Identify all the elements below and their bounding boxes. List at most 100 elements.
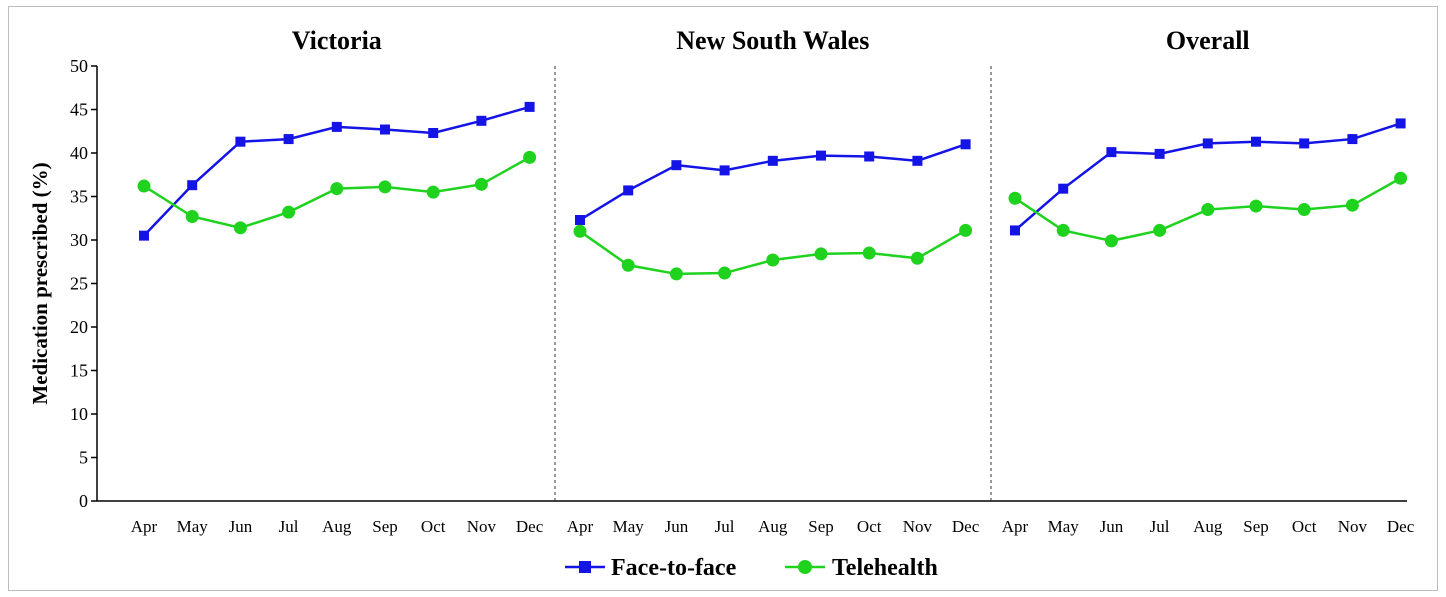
data-point-telehealth [814,247,828,261]
data-point-face-to-face [1251,136,1261,147]
y-tick-label: 50 [70,56,88,76]
x-tick-label: Jun [1100,517,1124,536]
x-tick-label: Sep [1243,517,1269,536]
data-point-face-to-face [139,230,149,241]
data-point-face-to-face [1106,147,1117,158]
data-point-face-to-face [283,134,294,145]
data-point-face-to-face [1058,183,1069,194]
data-point-face-to-face [1395,118,1406,129]
y-axis-title: Medication prescribed (%) [28,162,52,404]
data-point-face-to-face [960,139,971,150]
x-tick-label: Jun [665,517,689,536]
x-tick-label: Jul [279,517,299,536]
data-point-telehealth [1153,223,1167,237]
y-tick-label: 15 [70,361,88,381]
data-point-telehealth [137,179,151,193]
x-tick-label: Apr [131,517,158,536]
x-tick-label: Jul [715,517,735,536]
data-point-telehealth [1297,203,1311,217]
data-point-face-to-face [380,124,390,135]
x-tick-label: Apr [1002,517,1029,536]
data-point-telehealth [330,182,344,196]
data-point-face-to-face [864,151,875,162]
data-point-face-to-face [1154,148,1165,159]
x-tick-label: Nov [467,517,497,536]
x-tick-label: May [1048,517,1080,536]
y-tick-label: 40 [70,143,88,163]
series-line-telehealth [579,229,967,276]
data-point-face-to-face [816,150,826,161]
data-point-telehealth [523,150,537,164]
x-tick-label: Aug [758,517,788,536]
data-point-face-to-face [331,121,342,132]
data-point-face-to-face [1299,138,1310,149]
data-point-telehealth [1249,199,1263,213]
x-tick-label: Dec [952,517,980,536]
y-tick-label: 35 [70,187,88,207]
data-point-face-to-face [623,185,634,196]
data-point-telehealth [474,177,488,191]
x-tick-label: Dec [1387,517,1415,536]
y-tick-label: 10 [70,404,88,424]
panel-title: Victoria [292,26,382,55]
data-point-face-to-face [235,136,246,147]
data-point-telehealth [1008,191,1022,205]
data-point-face-to-face [767,155,778,166]
data-point-telehealth [1201,203,1215,217]
x-tick-label: Apr [567,517,594,536]
data-point-telehealth [378,180,392,194]
legend-label-telehealth: Telehealth [832,555,938,581]
data-point-face-to-face [912,155,923,166]
line-chart: 0 5 10 15 20 25 30 35 40 45 50 Medication prescribe… [28,26,1415,581]
x-tick-label: Dec [516,517,544,536]
panel-title: Overall [1166,26,1250,55]
y-tick-label: 0 [79,491,88,511]
y-tick-label: 45 [70,100,88,120]
data-point-telehealth [573,224,587,238]
x-tick-label: May [177,517,209,536]
data-point-telehealth [185,210,199,224]
panel-title: New South Wales [676,26,869,55]
y-tick-label: 25 [70,274,88,294]
data-point-face-to-face [1202,138,1213,149]
x-tick-label: Aug [322,517,352,536]
data-point-telehealth [669,267,683,281]
data-point-telehealth [1394,171,1408,185]
legend-label-face-to-face: Face-to-face [611,555,737,581]
data-point-telehealth [233,221,247,235]
data-point-telehealth [1345,198,1359,212]
x-tick-label: Sep [808,517,834,536]
x-tick-label: Jul [1150,517,1170,536]
data-point-face-to-face [187,180,198,191]
series-line-face-to-face [579,143,967,222]
data-point-telehealth [1056,223,1070,237]
x-tick-label: Nov [903,517,933,536]
data-point-telehealth [910,251,924,265]
x-tick-label: Aug [1193,517,1223,536]
data-point-face-to-face [575,214,585,225]
x-tick-label: Oct [1292,517,1317,536]
y-tick-label: 30 [70,230,88,250]
data-point-telehealth [621,258,635,272]
x-tick-label: Nov [1338,517,1368,536]
y-tick-label: 5 [79,448,88,468]
legend-marker-face-to-face [579,561,591,573]
legend-marker-telehealth [798,560,812,574]
x-tick-label: Oct [857,517,882,536]
data-point-telehealth [426,185,440,199]
data-point-telehealth [282,205,296,219]
data-point-face-to-face [1347,134,1358,145]
data-point-face-to-face [719,165,730,176]
data-point-telehealth [862,246,876,260]
x-tick-label: Sep [372,517,398,536]
data-point-face-to-face [671,160,682,171]
data-point-telehealth [718,266,732,280]
data-point-face-to-face [476,115,487,126]
y-tick-label: 20 [70,317,88,337]
x-tick-label: May [613,517,645,536]
x-tick-label: Jun [229,517,253,536]
chart-frame: 0 5 10 15 20 25 30 35 40 45 50 Medication prescribe… [8,6,1438,591]
data-point-telehealth [959,223,973,237]
x-tick-label: Oct [421,517,446,536]
data-point-telehealth [1104,234,1118,248]
